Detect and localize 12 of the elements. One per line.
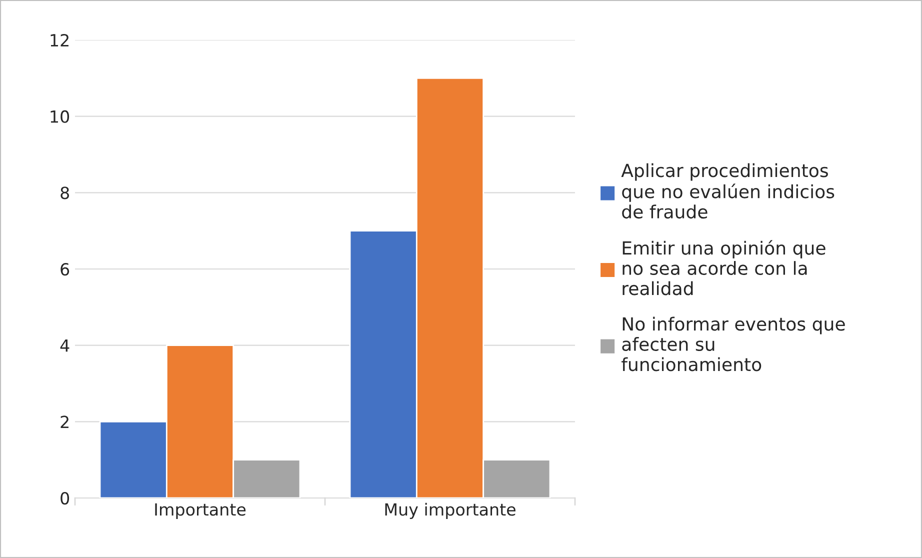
legend-label: No informar eventos que afecten su funcionamiento xyxy=(622,316,845,372)
y-tick-label: 2 xyxy=(60,416,68,428)
y-tick-label: 12 xyxy=(50,34,68,46)
legend-label: Aplicar procedimientos que no evalúen indicios de fraude xyxy=(621,163,834,219)
legend-label: Emitir una opinión que no sea acorde con la realidad xyxy=(622,240,826,296)
y-tick-label: 0 xyxy=(60,492,70,505)
y-tick-label: 8 xyxy=(60,186,69,200)
x-tick-label: Importante xyxy=(155,503,246,519)
y-tick-label: 10 xyxy=(50,110,70,123)
x-tick-label: Muy importante xyxy=(385,502,516,519)
y-tick-label: 4 xyxy=(60,340,70,352)
y-tick-label: 6 xyxy=(60,262,70,276)
